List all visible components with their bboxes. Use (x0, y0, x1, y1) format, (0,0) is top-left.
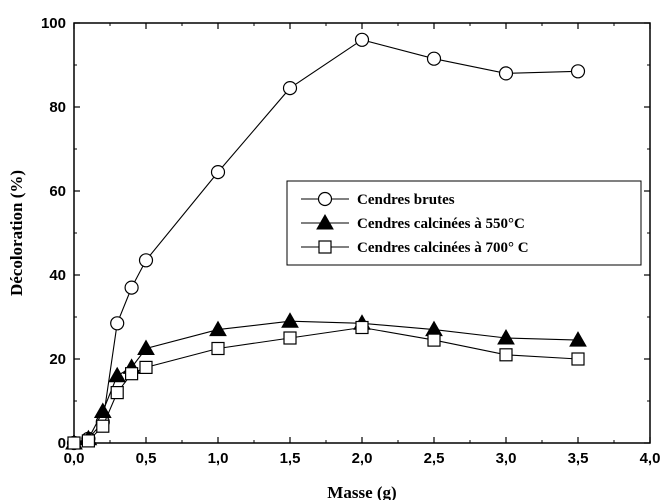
x-tick-label: 1,0 (208, 450, 229, 467)
series-layer (65, 32, 587, 451)
data-point (569, 331, 587, 347)
x-tick-label: 2,0 (352, 450, 373, 467)
x-tick-label: 3,0 (496, 450, 517, 467)
legend-item: Cendres calcinées à 700° C (301, 240, 529, 256)
legend-label: Cendres calcinées à 700° C (357, 240, 529, 256)
x-tick-label: 3,5 (568, 450, 589, 467)
legend-item: Cendres brutes (301, 191, 455, 208)
data-point (499, 348, 513, 362)
data-point (124, 367, 139, 381)
x-tick-label: 0,5 (136, 450, 157, 467)
x-tick-label: 1,5 (280, 450, 301, 467)
data-point (138, 253, 154, 268)
x-axis: 0,0 0,5 1,0 1,5 2,0 2,5 3,0 3,5 4,0 (64, 23, 661, 467)
x-tick-label: 4,0 (640, 450, 661, 467)
data-point (124, 280, 139, 295)
data-point (110, 316, 125, 331)
y-tick-label: 40 (49, 267, 66, 284)
data-point (355, 320, 369, 335)
series-line (73, 326, 579, 444)
legend-item: Cendres calcinées à 550°C (301, 213, 525, 232)
data-point (211, 341, 225, 356)
data-point (139, 360, 153, 374)
y-tick-label: 80 (49, 99, 66, 116)
y-tick-label: 60 (49, 183, 66, 200)
data-point (209, 320, 227, 337)
series-2 (65, 312, 587, 450)
legend-label: Cendres calcinées à 550°C (357, 216, 525, 232)
data-point (283, 331, 297, 345)
data-point (426, 51, 442, 66)
x-axis-title: Masse (g) (327, 483, 396, 500)
data-point (96, 419, 110, 433)
y-tick-label: 0 (58, 435, 66, 452)
y-axis-title: Décoloration (%) (7, 170, 26, 296)
data-point (427, 333, 441, 347)
data-point (67, 436, 81, 450)
x-tick-label: 2,5 (424, 450, 445, 467)
y-tick-label: 20 (49, 351, 66, 368)
data-point (497, 328, 515, 345)
legend-marker (318, 240, 332, 254)
series-3 (67, 320, 585, 450)
data-point (108, 366, 127, 383)
data-point (498, 66, 514, 81)
legend: Cendres brutes Cendres calcinées à 550°C C… (286, 180, 642, 266)
legend-label: Cendres brutes (357, 192, 455, 208)
y-axis: 0 20 40 60 80 100 (41, 15, 650, 452)
data-point (281, 312, 299, 328)
x-tick-label: 0,0 (64, 450, 85, 467)
data-point (571, 352, 585, 366)
data-point (137, 339, 155, 355)
legend-marker (317, 191, 333, 207)
data-point (81, 434, 96, 448)
data-point (354, 32, 370, 47)
data-point (210, 165, 226, 180)
data-point (110, 386, 124, 400)
data-point (570, 64, 586, 79)
legend-marker (316, 213, 334, 230)
data-point (282, 80, 298, 96)
y-tick-label: 100 (41, 15, 66, 32)
data-point (93, 402, 112, 418)
